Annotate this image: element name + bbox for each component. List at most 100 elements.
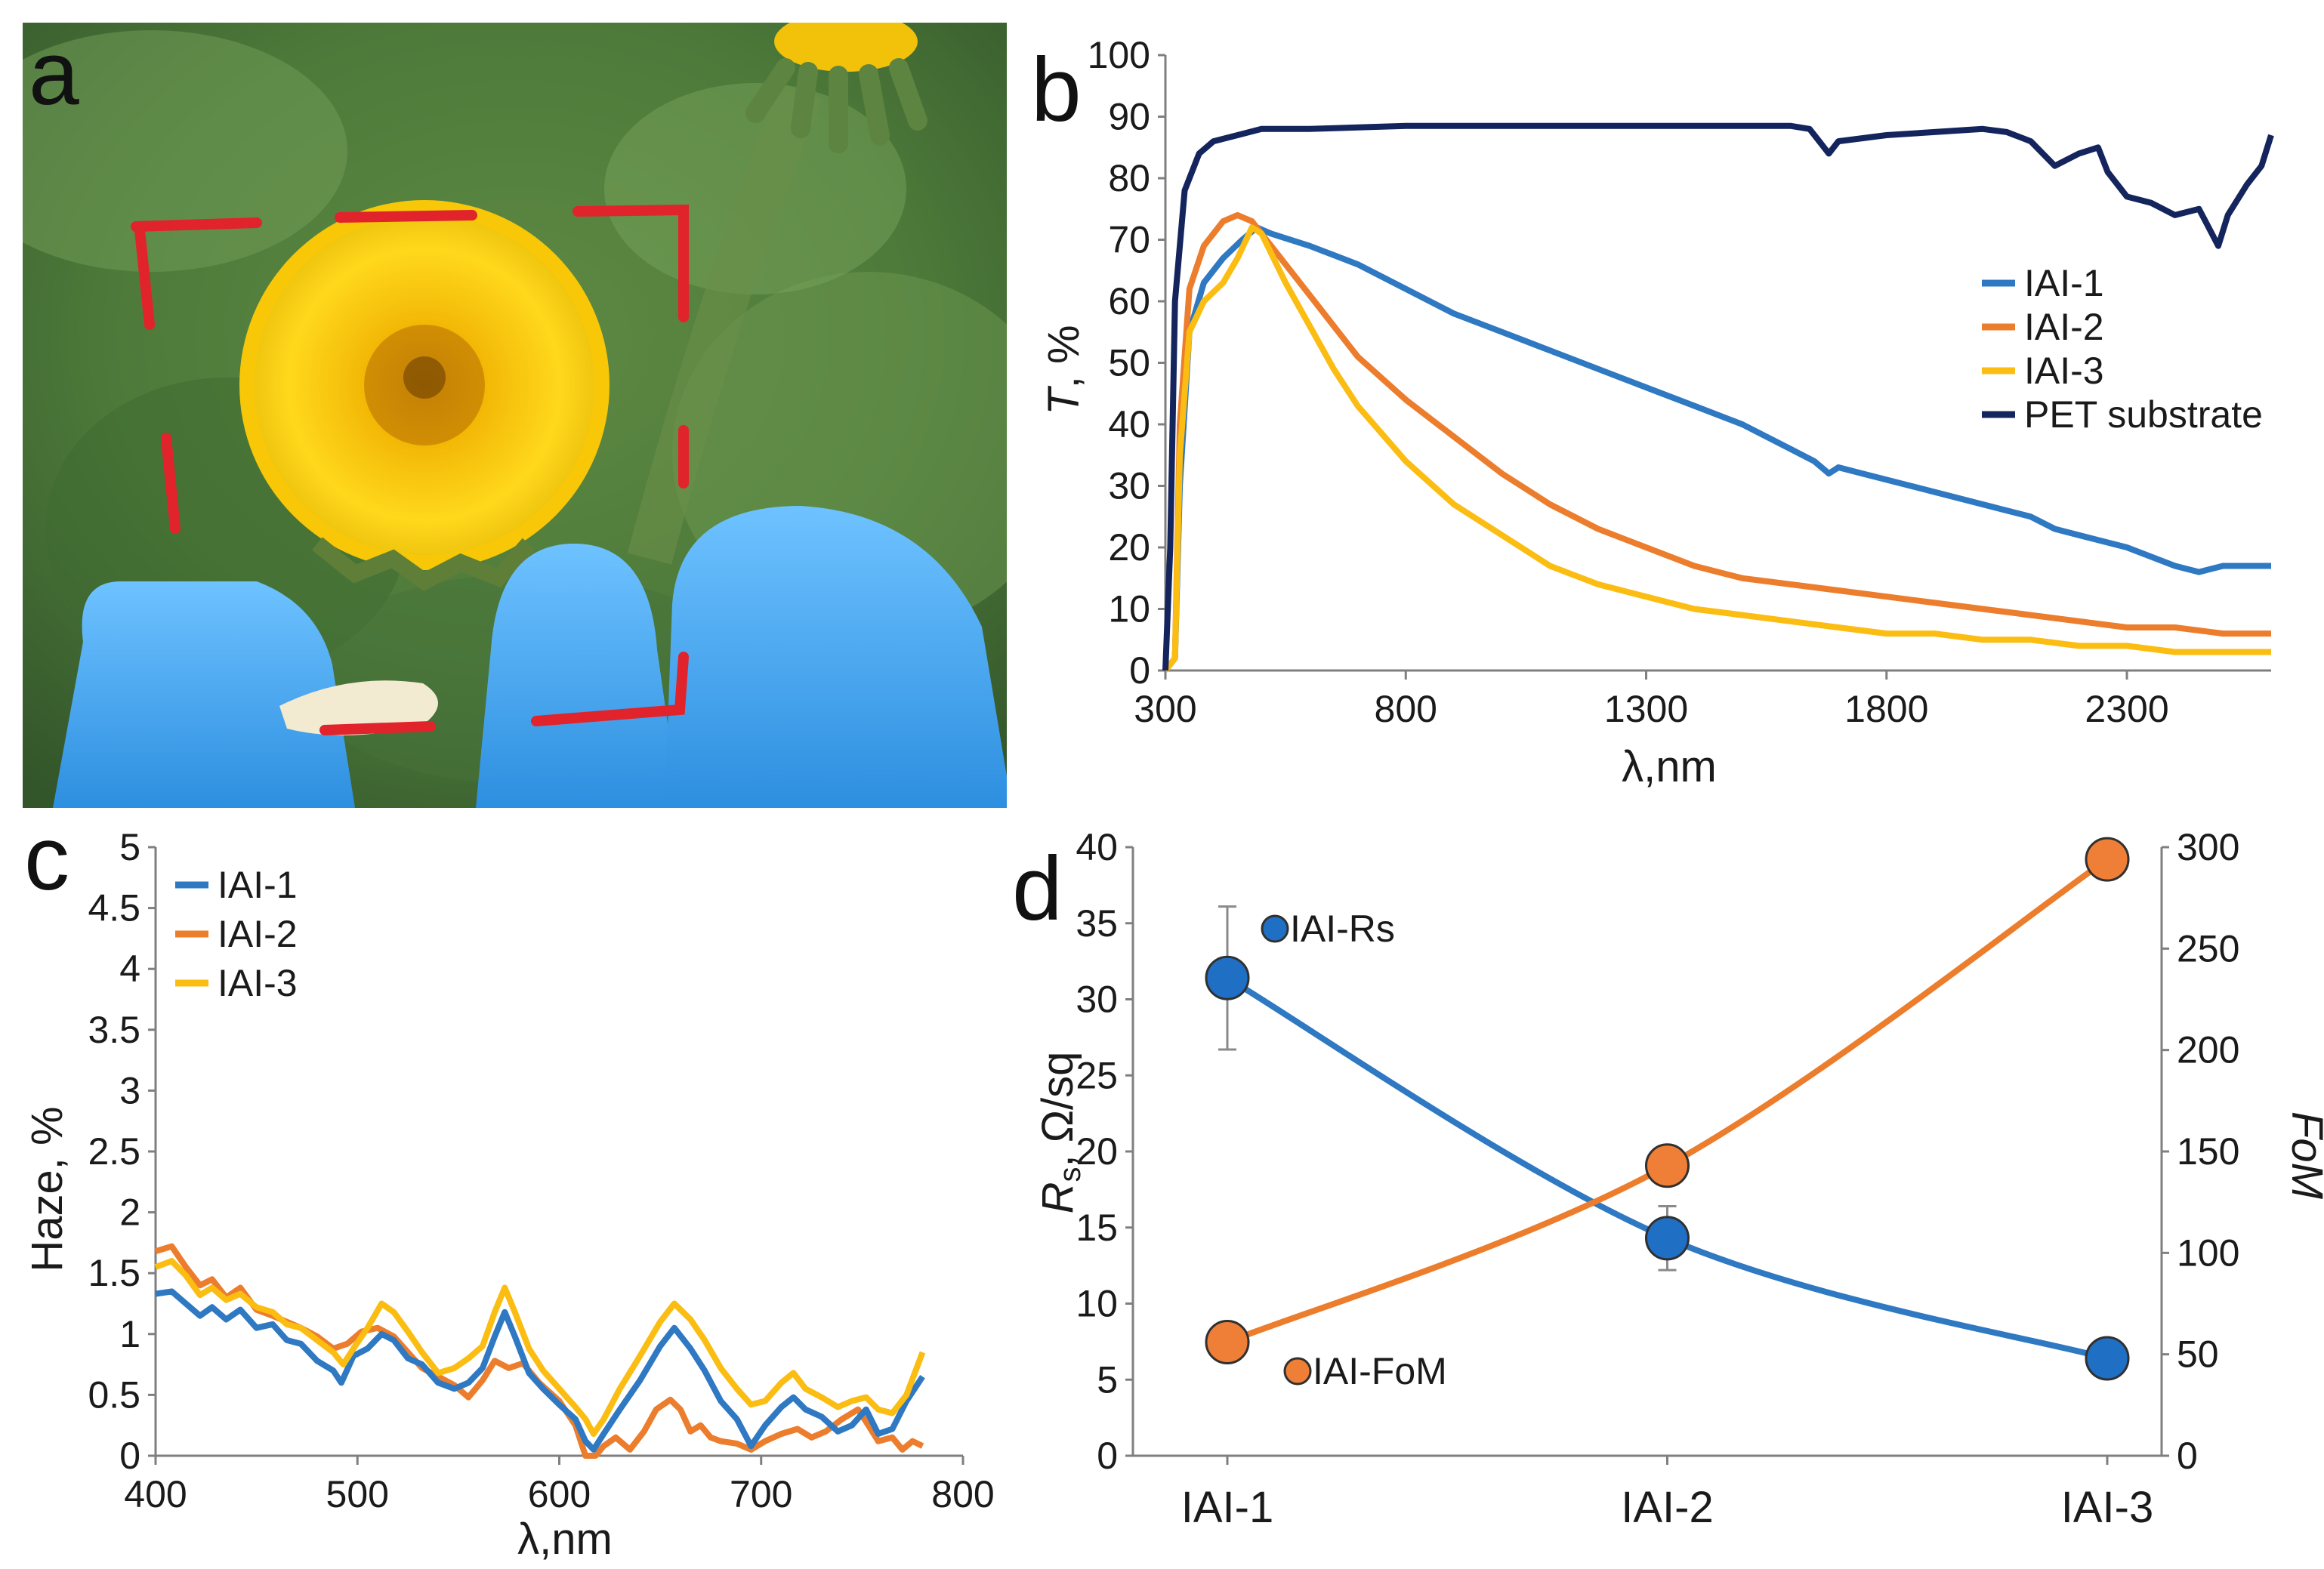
panel-c-y-tick-label: 5 <box>119 826 140 868</box>
panel-d-y-tick-label: 35 <box>1076 902 1118 945</box>
panel-b-y-tick-label: 20 <box>1108 526 1150 569</box>
panel-c-x-ticks: 400 500 600 700 800 <box>124 1456 995 1515</box>
panel-d-y-tick-label: 0 <box>1097 1435 1118 1477</box>
panel-d-y2-tick-label: 250 <box>2177 927 2239 969</box>
panel-b-legend-label: IAI-2 <box>2024 306 2104 348</box>
panel-b-legend-label: IAI-3 <box>2024 350 2104 392</box>
panel-c-y-tick-label: 0.5 <box>88 1373 140 1416</box>
panel-c-series-line-1 <box>155 1288 925 1453</box>
panel-d-category-label: IAI-2 <box>1621 1483 1714 1532</box>
panel-d-y-tick-label: 15 <box>1076 1207 1118 1249</box>
panel-d-y2-label: FoM <box>2282 1111 2324 1200</box>
panel-b-y-tick-label: 10 <box>1108 588 1150 630</box>
panel-d-y-label-symbol: R <box>1033 1182 1082 1214</box>
panel-d-y2-tick-label: 200 <box>2177 1029 2239 1071</box>
panel-b-legend-label: IAI-1 <box>2024 262 2104 304</box>
panel-d-marker-2 <box>1205 1320 1250 1365</box>
panel-b-x-tick-label: 1300 <box>1604 688 1688 730</box>
film-sample <box>279 680 438 735</box>
panel-b-y-ticks: 0 10 20 30 40 50 60 70 80 90 100 <box>1088 34 1165 692</box>
panel-d-y-tick-label: 5 <box>1097 1358 1118 1401</box>
panel-b-y-tick-label: 40 <box>1108 403 1150 445</box>
panel-c-x-tick-label: 500 <box>326 1473 389 1515</box>
panel-d-y-tick-label: 10 <box>1076 1283 1118 1325</box>
panel-b-y-tick-label: 0 <box>1129 649 1150 692</box>
panel-c-x-tick-label: 800 <box>931 1473 994 1515</box>
panel-c-y-tick-label: 4.5 <box>88 887 140 929</box>
glove-right <box>665 506 1007 808</box>
panel-d-y-label-unit: , Ω/sq <box>1033 1052 1082 1167</box>
panel-c-legend-label: IAI-3 <box>218 962 298 1004</box>
panel-c-x-tick-label: 600 <box>528 1473 591 1515</box>
red-dashed-frame <box>131 204 689 735</box>
panel-c-y-tick-label: 2.5 <box>88 1130 140 1173</box>
panel-b-series-line-2 <box>1162 211 2271 673</box>
panel-d-y2-tick-label: 150 <box>2177 1130 2239 1173</box>
panel-c-y-label: Haze, % <box>23 1106 72 1272</box>
panel-b-series <box>1162 122 2274 673</box>
panel-c-y-tick-label: 1.5 <box>88 1252 140 1294</box>
panel-d-marker-1 <box>1645 1216 1690 1261</box>
panel-d-marker-2 <box>1645 1143 1690 1188</box>
panel-d-category-label: IAI-1 <box>1181 1483 1274 1532</box>
panel-c-haze-chart: c 00.511.522.533.544.55 400 500 600 700 800 … <box>23 808 995 1564</box>
glove-left <box>53 581 355 808</box>
panel-c-legend-label: IAI-1 <box>218 864 298 906</box>
panel-c-legend: IAI-1 IAI-2 IAI-3 <box>175 864 298 1004</box>
panel-d-y2-tick-label: 100 <box>2177 1231 2239 1274</box>
panel-b-y-tick-label: 90 <box>1108 96 1150 138</box>
panel-d-y-tick-label: 40 <box>1076 826 1118 868</box>
panel-d-y-ticks: 0 5 10 15 20 25 30 35 40 <box>1076 826 1133 1477</box>
panel-b-series-line-1 <box>1162 224 2271 673</box>
panel-c-x-label: λ,nm <box>517 1515 613 1564</box>
panel-b-y-label-symbol: T <box>1039 386 1088 415</box>
panel-d-y2-tick-label: 300 <box>2177 826 2239 868</box>
panel-c-y-tick-label: 3 <box>119 1069 140 1111</box>
flower-icon <box>239 200 610 591</box>
panel-b-series-line-3 <box>1162 224 2271 673</box>
panel-b-transmittance-chart: b 0 10 20 30 40 50 60 70 80 90 100 300 800 1300 1800 2… <box>1031 34 2274 791</box>
panel-c-x-tick-label: 700 <box>730 1473 792 1515</box>
panel-c-y-ticks: 0 0.5 1 1.5 2 2.5 3 3.5 4 4.5 5 <box>88 826 156 1477</box>
panel-d-y-tick-label: 20 <box>1076 1130 1118 1173</box>
panel-b-y-tick-label: 60 <box>1108 280 1150 322</box>
panel-b-y-label: T, % <box>1039 325 1088 415</box>
panel-b-legend-label: PET substrate <box>2024 393 2263 436</box>
panel-d-marker-1 <box>2085 1336 2130 1381</box>
panel-c-series-line-3 <box>154 1258 926 1437</box>
panel-b-y-tick-label: 30 <box>1108 465 1150 507</box>
panel-c-series-line-2 <box>154 1243 924 1459</box>
panel-c-legend-label: IAI-2 <box>218 913 298 955</box>
panel-a-letter: a <box>29 23 79 124</box>
panel-c-y-tick-label: 0 <box>119 1435 140 1477</box>
panel-c-letter: c <box>24 808 69 909</box>
panel-d-y-label-subscript: s <box>1054 1167 1087 1182</box>
panel-b-x-tick-label: 2300 <box>2085 688 2168 730</box>
glove-middle <box>476 544 680 808</box>
panel-d-y-label: Rs, Ω/sq <box>1033 1052 1087 1214</box>
panel-d-y2-ticks: 0 50 100 150 200 250 300 <box>2162 826 2239 1477</box>
panel-d-series <box>1205 837 2130 1381</box>
panel-d-legend-marker <box>1261 914 1289 943</box>
panel-b-x-ticks: 300 800 1300 1800 2300 <box>1134 670 2169 730</box>
panel-c-y-tick-label: 3.5 <box>88 1009 140 1051</box>
panel-d-y2-tick-label: 0 <box>2177 1435 2198 1477</box>
panel-d-legend-label: IAI-FoM <box>1313 1350 1447 1392</box>
panel-c-y-tick-label: 4 <box>119 948 140 990</box>
panel-b-y-label-unit: , % <box>1039 325 1088 388</box>
panel-d-legend-marker <box>1283 1357 1312 1386</box>
panel-d-marker-2 <box>2085 837 2130 882</box>
panel-d-letter: d <box>1012 838 1063 939</box>
panel-b-y-tick-label: 80 <box>1108 157 1150 199</box>
panel-d-legend: IAI-Rs IAI-FoM <box>1261 908 1447 1392</box>
panel-d-y-tick-label: 30 <box>1076 979 1118 1021</box>
panel-d-y-tick-label: 25 <box>1076 1054 1118 1096</box>
panel-d-legend-label: IAI-Rs <box>1290 908 1395 950</box>
panel-b-y-tick-label: 100 <box>1088 34 1150 76</box>
panel-b-y-tick-label: 50 <box>1108 342 1150 384</box>
panel-d-x-ticks: IAI-1 IAI-2 IAI-3 <box>1181 1456 2153 1532</box>
panel-b-x-tick-label: 800 <box>1375 688 1437 730</box>
panel-a-photo: a <box>23 23 1007 808</box>
